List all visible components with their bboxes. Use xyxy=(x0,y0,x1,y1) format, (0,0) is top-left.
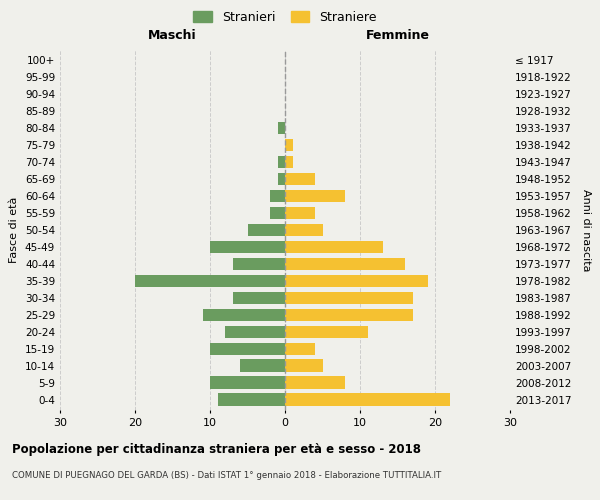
Bar xyxy=(210,342,285,355)
Bar xyxy=(285,360,323,372)
Bar xyxy=(285,292,413,304)
Bar xyxy=(277,172,285,186)
Bar xyxy=(285,172,315,186)
Bar xyxy=(285,190,345,202)
Text: Popolazione per cittadinanza straniera per età e sesso - 2018: Popolazione per cittadinanza straniera p… xyxy=(12,442,421,456)
Bar xyxy=(240,360,285,372)
Text: Maschi: Maschi xyxy=(148,28,197,42)
Bar xyxy=(285,240,383,254)
Bar xyxy=(210,376,285,389)
Bar xyxy=(225,326,285,338)
Bar xyxy=(285,138,293,151)
Bar xyxy=(285,274,427,287)
Bar xyxy=(285,376,345,389)
Text: Femmine: Femmine xyxy=(365,28,430,42)
Bar xyxy=(285,342,315,355)
Bar xyxy=(285,258,405,270)
Bar xyxy=(203,308,285,322)
Bar xyxy=(285,224,323,236)
Bar xyxy=(285,326,367,338)
Bar xyxy=(218,394,285,406)
Bar xyxy=(285,156,293,168)
Y-axis label: Anni di nascita: Anni di nascita xyxy=(581,188,591,271)
Bar xyxy=(277,122,285,134)
Bar xyxy=(248,224,285,236)
Legend: Stranieri, Straniere: Stranieri, Straniere xyxy=(188,6,382,29)
Bar xyxy=(210,240,285,254)
Bar xyxy=(285,206,315,220)
Bar xyxy=(285,394,450,406)
Bar xyxy=(270,190,285,202)
Bar xyxy=(277,156,285,168)
Bar xyxy=(233,258,285,270)
Bar xyxy=(233,292,285,304)
Text: COMUNE DI PUEGNAGO DEL GARDA (BS) - Dati ISTAT 1° gennaio 2018 - Elaborazione TU: COMUNE DI PUEGNAGO DEL GARDA (BS) - Dati… xyxy=(12,471,441,480)
Bar xyxy=(270,206,285,220)
Bar xyxy=(285,308,413,322)
Y-axis label: Fasce di età: Fasce di età xyxy=(10,197,19,263)
Bar xyxy=(135,274,285,287)
